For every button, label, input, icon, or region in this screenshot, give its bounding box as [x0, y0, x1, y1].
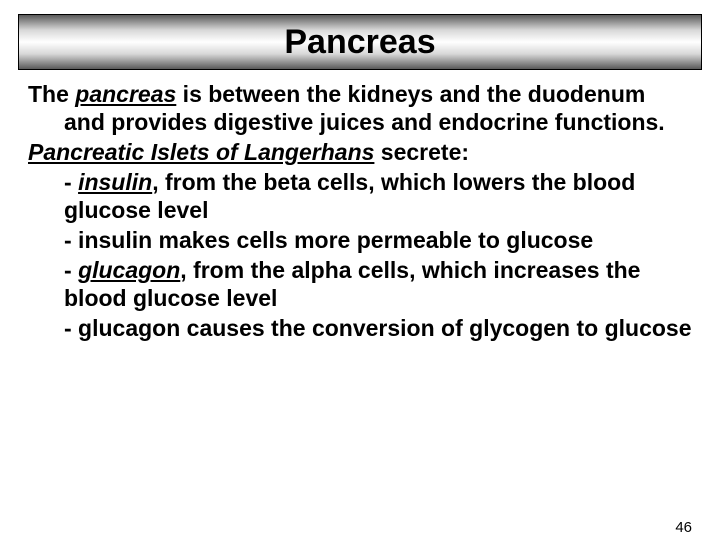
bullet-2: - insulin makes cells more permeable to … [28, 226, 692, 254]
b3-pre: - [64, 257, 78, 283]
bullet-3: - glucagon, from the alpha cells, which … [28, 256, 692, 312]
sub-term: Pancreatic Islets of Langerhans [28, 139, 374, 165]
b3-term: glucagon [78, 257, 180, 283]
intro-term: pancreas [75, 81, 176, 107]
bullet-4: - glucagon causes the conversion of glyc… [28, 314, 692, 342]
title-bar: Pancreas [18, 14, 702, 70]
sub-rest: secrete: [374, 139, 469, 165]
slide-body: The pancreas is between the kidneys and … [0, 70, 720, 342]
b1-pre: - [64, 169, 78, 195]
page-number: 46 [675, 519, 692, 536]
intro-paragraph: The pancreas is between the kidneys and … [28, 80, 692, 136]
bullet-1: - insulin, from the beta cells, which lo… [28, 168, 692, 224]
b1-term: insulin [78, 169, 152, 195]
subheading: Pancreatic Islets of Langerhans secrete: [28, 138, 692, 166]
slide-title: Pancreas [284, 23, 435, 62]
intro-lead: The [28, 81, 75, 107]
